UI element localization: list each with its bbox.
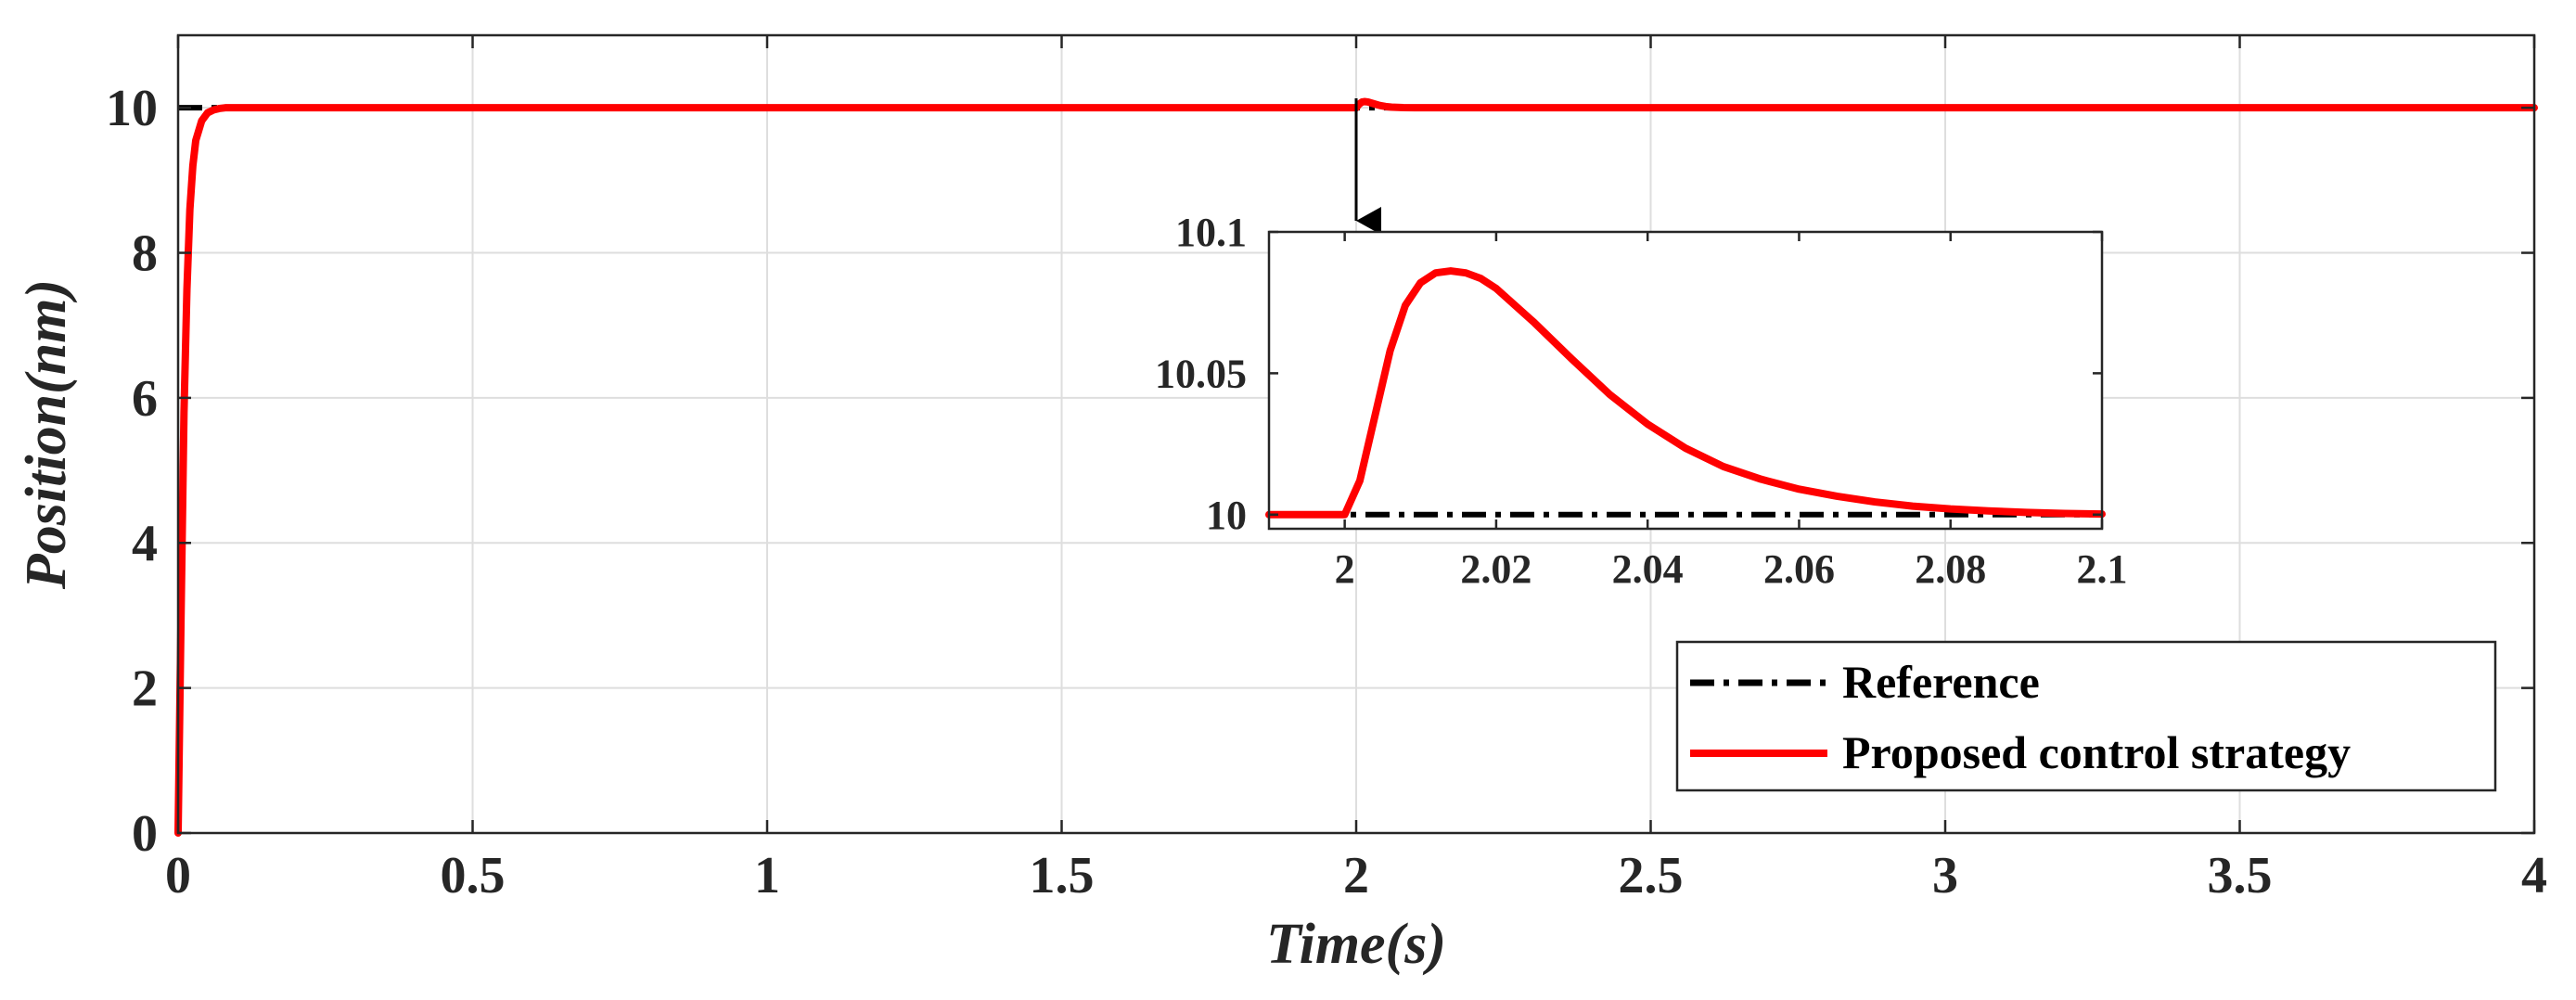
inset-x-tick-label: 2.08 — [1915, 546, 1986, 592]
inset-x-tick-label: 2 — [1335, 546, 1355, 592]
x-tick-label: 1.5 — [1030, 847, 1095, 904]
inset-x-tick-label: 2.02 — [1460, 546, 1532, 592]
x-tick-label: 2.5 — [1619, 847, 1684, 904]
inset-x-tick-label: 2.04 — [1612, 546, 1684, 592]
inset-plot-frame — [1267, 230, 2104, 531]
inset-series — [1265, 267, 2106, 519]
inset-plot: 2 2.02 2.04 2.06 2.08 2.1 10 10.05 10.1 — [1155, 210, 2128, 592]
inset-series-line-proposed — [1265, 267, 2106, 519]
x-tick-label: 3.5 — [2208, 847, 2273, 904]
x-tick-label: 4 — [2521, 847, 2547, 904]
main-ticks: 0 0.5 1 1.5 2 2.5 3 3.5 4 0 2 4 6 8 10 — [106, 35, 2547, 904]
x-tick-label: 3 — [1932, 847, 1958, 904]
inset-y-tick-label: 10.1 — [1175, 210, 1247, 255]
main-series-line-proposed — [174, 97, 2538, 837]
inset-y-tick-label: 10 — [1206, 493, 1247, 538]
y-tick-label: 4 — [132, 515, 158, 572]
x-tick-label: 0.5 — [441, 847, 506, 904]
legend: Reference Proposed control strategy — [1675, 640, 2497, 792]
x-axis-label: Time(s) — [1266, 913, 1446, 976]
inset-ticks: 2 2.02 2.04 2.06 2.08 2.1 10 10.05 10.1 — [1155, 210, 2128, 592]
legend-box — [1675, 640, 2497, 792]
y-tick-label: 8 — [132, 225, 158, 283]
y-axis-label: Position(nm) — [15, 279, 78, 590]
x-tick-label: 1 — [754, 847, 780, 904]
y-tick-label: 10 — [106, 80, 158, 137]
inset-x-tick-label: 2.1 — [2077, 546, 2128, 592]
y-tick-label: 2 — [132, 660, 158, 718]
legend-label-proposed: Proposed control strategy — [1842, 726, 2351, 778]
inset-plot-background — [1269, 232, 2102, 529]
x-tick-label: 2 — [1343, 847, 1369, 904]
legend-label-reference: Reference — [1842, 656, 2040, 708]
y-tick-label: 0 — [132, 805, 158, 863]
x-tick-label: 0 — [165, 847, 191, 904]
inset-x-tick-label: 2.06 — [1763, 546, 1835, 592]
inset-y-tick-label: 10.05 — [1155, 351, 1247, 396]
y-tick-label: 6 — [132, 370, 158, 428]
